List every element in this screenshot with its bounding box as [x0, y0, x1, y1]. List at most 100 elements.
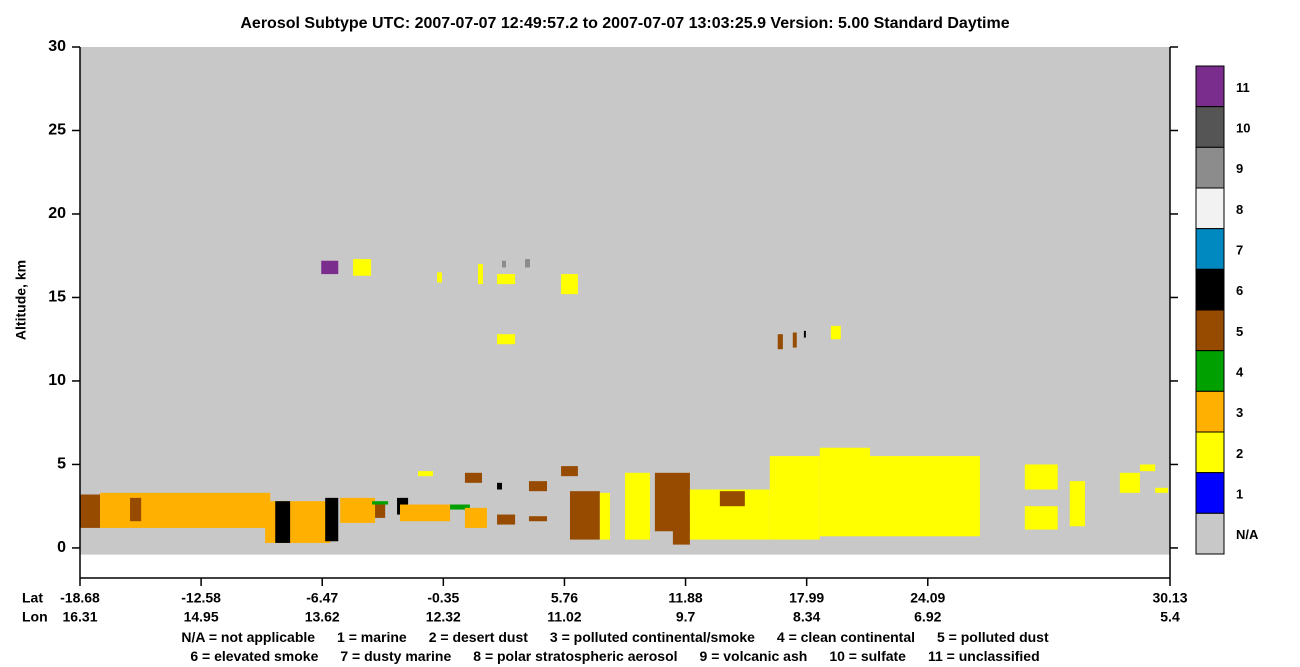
x-tick-label: 13.62 [305, 609, 340, 625]
aerosol-region [599, 492, 610, 540]
legend-label: 5 [1236, 324, 1243, 339]
y-tick-label: 30 [48, 38, 66, 55]
footnote-entry: 9 = volcanic ash [700, 648, 808, 664]
x-tick-label: -0.35 [427, 590, 459, 606]
footnote-entry: 10 = sulfate [829, 648, 906, 664]
footnote-entry: 5 = polluted dust [937, 629, 1049, 645]
aerosol-region [1069, 481, 1085, 527]
aerosol-region [497, 334, 516, 345]
aerosol-region [502, 260, 506, 268]
legend-swatch [1195, 268, 1225, 311]
aerosol-region [340, 497, 376, 523]
x-tick-label: 8.34 [793, 609, 820, 625]
x-tick-label: 16.31 [62, 609, 97, 625]
legend-label: 7 [1236, 242, 1243, 257]
x-tick-label: 30.13 [1152, 590, 1187, 606]
x-tick-label: 14.95 [184, 609, 219, 625]
footnote-entry: 1 = marine [337, 629, 407, 645]
aerosol-region [1119, 472, 1140, 493]
footnote-entry: 11 = unclassified [928, 648, 1040, 664]
aerosol-region [803, 330, 806, 338]
aerosol-region [100, 492, 271, 528]
footnote-entry: N/A = not applicable [181, 629, 315, 645]
aerosol-region [777, 334, 783, 350]
y-axis-label: Altitude, km [13, 260, 29, 340]
aerosol-region [80, 494, 101, 528]
footnote-entry: 3 = polluted continental/smoke [550, 629, 755, 645]
aerosol-region [353, 259, 372, 276]
aerosol-region [528, 516, 548, 522]
aerosol-region [399, 504, 451, 522]
legend-label: 2 [1236, 446, 1243, 461]
aerosol-region [497, 514, 516, 525]
y-tick-label: 25 [48, 122, 66, 139]
y-tick-label: 10 [48, 372, 66, 389]
legend-label: N/A [1236, 527, 1259, 542]
x-tick-label: 5.4 [1160, 609, 1180, 625]
aerosol-region [497, 482, 503, 490]
legend-swatch [1195, 106, 1225, 148]
y-tick-label: 5 [57, 456, 66, 473]
x-tick-label: 17.99 [789, 590, 824, 606]
legend-swatch [1195, 431, 1225, 474]
legend-swatch [1195, 390, 1225, 433]
y-tick-label: 15 [48, 289, 66, 306]
x-tick-label: 6.92 [914, 609, 941, 625]
aerosol-region [1024, 464, 1058, 490]
legend-label: 11 [1236, 80, 1250, 95]
aerosol-region [719, 491, 745, 507]
x-tick-label: 11.88 [668, 590, 702, 606]
aerosol-region [569, 491, 600, 540]
legend-label: 1 [1236, 486, 1243, 501]
legend-swatch [1195, 350, 1225, 392]
legend-swatch [1195, 309, 1225, 352]
x-tick-label: 9.7 [676, 609, 696, 625]
x-row-label: Lon [22, 609, 48, 625]
aerosol-region [437, 272, 442, 283]
footnote-entry: 4 = clean continental [777, 629, 915, 645]
legend-label: 6 [1236, 283, 1243, 298]
aerosol-region [870, 456, 980, 537]
x-tick-label: 5.76 [551, 590, 578, 606]
aerosol-region [561, 274, 578, 295]
legend-label: 3 [1236, 405, 1243, 420]
aerosol-region [372, 501, 389, 505]
x-tick-label: 12.32 [426, 609, 461, 625]
y-tick-label: 20 [48, 205, 66, 222]
legend-swatch [1195, 146, 1225, 189]
aerosol-region [524, 259, 530, 268]
x-tick-label: -12.58 [181, 590, 221, 606]
aerosol-region [561, 466, 578, 477]
legend-label: 4 [1236, 364, 1244, 379]
legend-swatch [1195, 512, 1225, 555]
aerosol-region [625, 472, 650, 540]
aerosol-region [464, 472, 482, 483]
aerosol-region [450, 504, 470, 510]
aerosol-region [497, 274, 516, 285]
footnote-line: 6 = elevated smoke 7 = dusty marine 8 = po… [190, 648, 1039, 664]
footnote-line: N/A = not applicable 1 = marine 2 = desert… [181, 629, 1049, 645]
legend-swatch [1195, 65, 1225, 108]
aerosol-region [275, 501, 291, 543]
legend-label: 8 [1236, 202, 1243, 217]
legend-label: 9 [1236, 161, 1243, 176]
legend-swatch [1195, 228, 1225, 270]
aerosol-region [1139, 464, 1156, 472]
footnote-entry: 7 = dusty marine [340, 648, 451, 664]
aerosol-region [464, 507, 487, 528]
aerosol-region [830, 325, 841, 340]
aerosol-region [528, 481, 548, 492]
x-tick-label: -6.47 [306, 590, 338, 606]
x-tick-label: 11.02 [547, 609, 581, 625]
aerosol-region [1024, 506, 1058, 530]
aerosol-region [418, 471, 434, 477]
x-tick-label: -18.68 [60, 590, 100, 606]
aerosol-region [478, 264, 483, 285]
aerosol-region [321, 260, 339, 275]
chart-title: Aerosol Subtype UTC: 2007-07-07 12:49:57… [240, 15, 1009, 32]
legend-label: 10 [1236, 120, 1250, 135]
y-tick-label: 0 [57, 539, 66, 556]
aerosol-region [80, 47, 1170, 555]
aerosol-region [1155, 487, 1168, 493]
